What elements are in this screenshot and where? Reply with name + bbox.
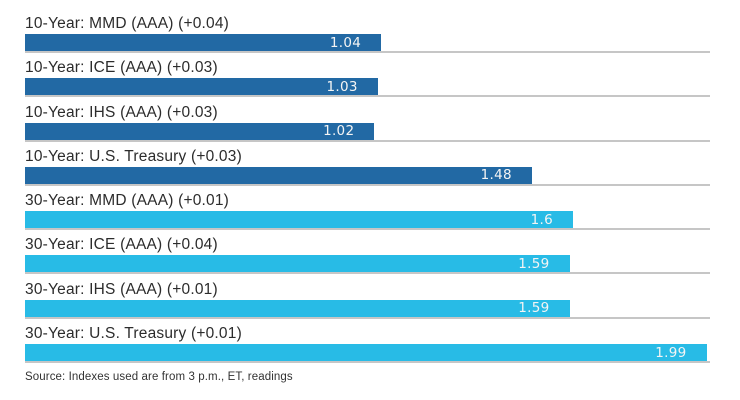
bar-value-label: 1.03 <box>326 78 358 95</box>
bar-track: 1.59 <box>25 255 710 275</box>
bar-row: 30-Year: MMD (AAA) (+0.01) 1.6 <box>25 191 710 235</box>
bar-row: 30-Year: U.S. Treasury (+0.01) 1.99 <box>25 324 710 368</box>
bar-value-label: 1.6 <box>530 211 553 228</box>
bar: 1.59 <box>25 255 570 273</box>
bar-label: 10-Year: U.S. Treasury (+0.03) <box>25 147 242 165</box>
bar: 1.02 <box>25 122 375 140</box>
bar: 1.04 <box>25 34 382 51</box>
bar-track: 1.59 <box>25 299 710 319</box>
bar-value-label: 1.04 <box>329 34 362 51</box>
bar-track: 1.6 <box>25 211 710 231</box>
bar-value-label: 1.59 <box>518 255 550 272</box>
bar-label: 30-Year: U.S. Treasury (+0.01) <box>25 325 242 343</box>
bar-label: 10-Year: IHS (AAA) (+0.03) <box>25 103 218 121</box>
bar-value-label: 1.99 <box>655 344 687 361</box>
bar: 1.99 <box>25 344 707 362</box>
bar-label: 30-Year: MMD (AAA) (+0.01) <box>25 192 230 210</box>
bar-track: 1.48 <box>25 166 710 186</box>
bar-track: 1.04 <box>25 34 710 53</box>
bar: 1.59 <box>25 299 570 317</box>
bar-value-label: 1.48 <box>480 167 512 184</box>
bar-label: 30-Year: IHS (AAA) (+0.01) <box>25 280 218 298</box>
bar-row: 10-Year: IHS (AAA) (+0.03) 1.02 <box>25 103 710 147</box>
bar-row: 10-Year: ICE (AAA) (+0.03) 1.03 <box>25 58 710 102</box>
bar: 1.03 <box>25 78 378 96</box>
bar-track: 1.99 <box>25 344 710 364</box>
source-note: Source: Indexes used are from 3 p.m., ET… <box>25 371 293 383</box>
bar-label: 10-Year: ICE (AAA) (+0.03) <box>25 59 218 77</box>
bar: 1.6 <box>25 211 573 229</box>
bar-row: 30-Year: ICE (AAA) (+0.04) 1.59 <box>25 235 710 279</box>
bar: 1.48 <box>25 166 532 184</box>
bar-chart: 10-Year: MMD (AAA) (+0.04) 1.04 10-Year:… <box>25 14 710 368</box>
bar-row: 10-Year: U.S. Treasury (+0.03) 1.48 <box>25 147 710 191</box>
bar-value-label: 1.59 <box>518 300 550 317</box>
bar-label: 10-Year: MMD (AAA) (+0.04) <box>25 15 230 32</box>
bar-label: 30-Year: ICE (AAA) (+0.04) <box>25 236 218 254</box>
bar-track: 1.02 <box>25 122 710 142</box>
bar-row: 10-Year: MMD (AAA) (+0.04) 1.04 <box>25 14 710 58</box>
bar-value-label: 1.02 <box>323 123 355 140</box>
bar-row: 30-Year: IHS (AAA) (+0.01) 1.59 <box>25 280 710 324</box>
bar-track: 1.03 <box>25 78 710 98</box>
